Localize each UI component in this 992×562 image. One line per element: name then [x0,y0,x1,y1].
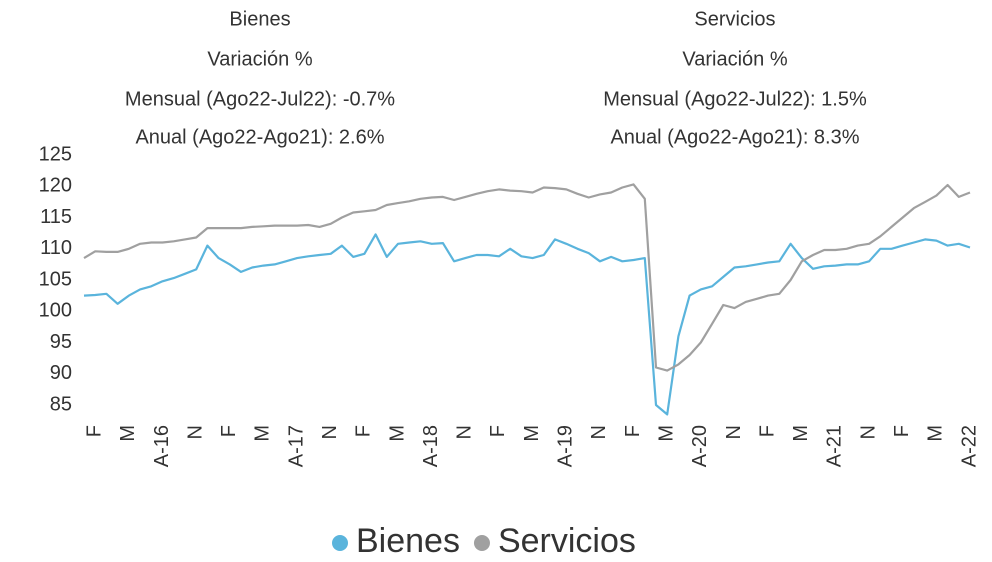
x-tick-label: A-16 [151,425,173,467]
x-tick-label: M [386,425,408,442]
x-tick-label: F [891,425,913,437]
annotation: Anual (Ago22-Ago21): 2.6% [135,126,384,148]
y-tick-label: 95 [50,331,72,353]
x-tick-label: N [454,425,476,439]
series-line [83,183,971,372]
x-tick-label: M [655,425,677,442]
x-tick-label: A-18 [420,425,442,467]
x-tick-label: F [83,425,105,437]
y-tick-label: 85 [50,393,72,415]
annotation: Variación % [207,48,312,70]
x-tick-label: A-19 [555,425,577,467]
y-tick-label: 120 [39,175,72,197]
series-line [83,233,971,416]
x-tick-label: N [588,425,610,439]
x-tick-label: F [487,425,509,437]
x-tick-label: M [117,425,139,442]
annotation: Mensual (Ago22-Jul22): 1.5% [603,88,867,110]
y-tick-label: 105 [39,268,72,290]
x-tick-label: N [857,425,879,439]
legend-label: Servicios [498,522,636,560]
x-tick-label: A-22 [958,425,980,467]
y-tick-label: 115 [40,206,72,228]
x-tick-label: F [622,425,644,437]
x-tick-label: M [925,425,947,442]
y-tick-label: 100 [39,300,72,322]
x-tick-label: M [252,425,274,442]
y-tick-label: 125 [39,143,72,165]
x-tick-label: A-20 [689,425,711,467]
x-tick-label: N [723,425,745,439]
annotation: Mensual (Ago22-Jul22): -0.7% [125,88,395,110]
y-tick-label: 90 [50,362,72,384]
legend: Bienes Servicios [332,522,636,560]
legend-label: Bienes [356,522,460,560]
legend-marker [332,535,348,551]
x-tick-label: F [756,425,778,437]
annotation: Bienes [229,8,290,30]
annotation: Variación % [682,48,787,70]
x-tick-label: N [184,425,206,439]
y-tick-label: 110 [40,237,72,259]
legend-marker [473,535,490,551]
annotation: Anual (Ago22-Ago21): 8.3% [610,126,859,148]
annotation: Servicios [694,8,775,30]
x-tick-label: M [521,425,543,442]
x-tick-label: F [218,425,240,437]
x-tick-label: F [353,425,375,437]
x-tick-label: A-17 [285,425,307,467]
x-tick-label: N [319,425,341,439]
x-tick-label: M [790,425,812,442]
x-tick-label: A-21 [824,425,846,467]
